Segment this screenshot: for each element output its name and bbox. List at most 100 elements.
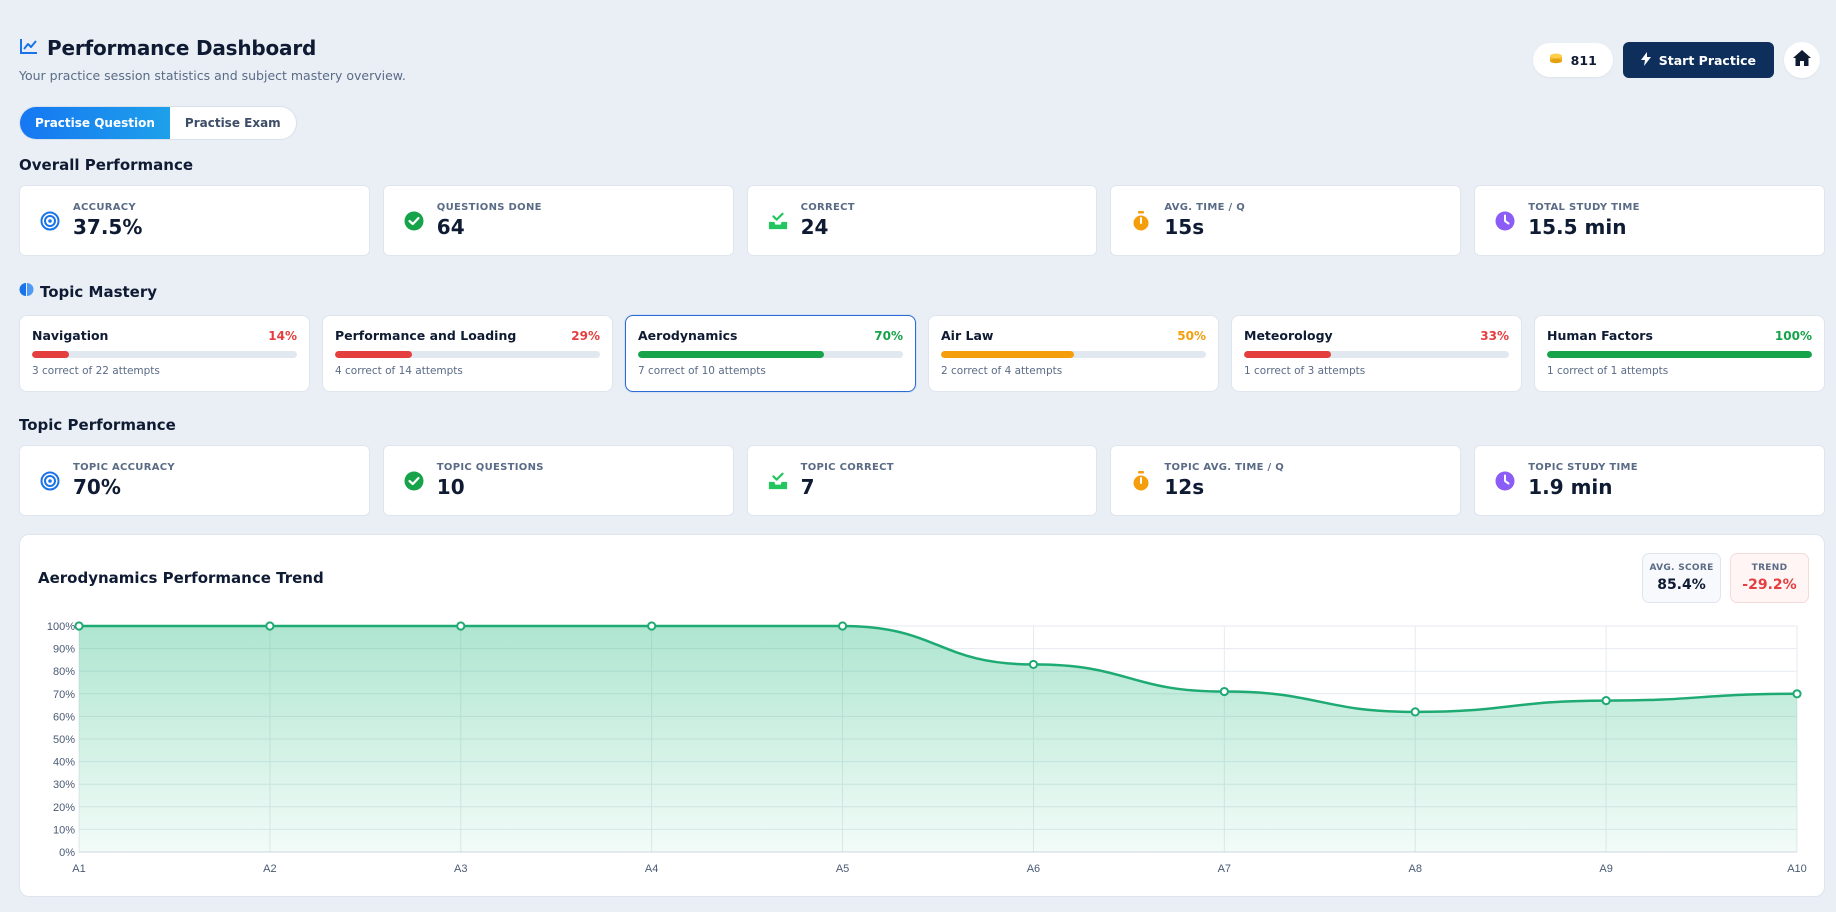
- x-tick-label: A4: [645, 863, 658, 875]
- topic-progress-fill: [1244, 351, 1332, 358]
- topic-performance-heading: Topic Performance: [19, 416, 176, 434]
- topic-progress-track: [1244, 351, 1509, 358]
- stat-topic-accuracy: TOPIC ACCURACY 70%: [19, 445, 370, 516]
- topic-attempts: 2 correct of 4 attempts: [941, 365, 1063, 377]
- stat-label: TOTAL STUDY TIME: [1528, 202, 1640, 213]
- y-tick-label: 40%: [53, 757, 75, 769]
- stat-label: ACCURACY: [73, 202, 136, 213]
- start-practice-label: Start Practice: [1658, 52, 1756, 68]
- overall-performance-heading: Overall Performance: [19, 156, 193, 174]
- topic-mastery-list: Navigation 14% 3 correct of 22 attempts P…: [19, 315, 1825, 392]
- clock-icon: [1495, 211, 1515, 231]
- start-practice-button[interactable]: Start Practice: [1622, 42, 1774, 78]
- stat-value: 24: [800, 215, 829, 239]
- y-tick-label: 20%: [53, 802, 75, 814]
- home-icon: [1793, 50, 1811, 70]
- stat-topic-study-time: TOPIC STUDY TIME 1.9 min: [1474, 445, 1825, 516]
- page-subtitle: Your practice session statistics and sub…: [19, 68, 406, 83]
- mode-tabs: Practise Question Practise Exam: [19, 106, 297, 140]
- overall-stats: ACCURACY 37.5% QUESTIONS DONE 64 CORRECT 24…: [19, 185, 1825, 256]
- topic-attempts: 7 correct of 10 attempts: [638, 365, 766, 377]
- tab-practise-exam[interactable]: Practise Exam: [184, 116, 281, 130]
- page-title: Performance Dashboard: [47, 36, 317, 60]
- stat-value: 1.9 min: [1528, 475, 1613, 499]
- topic-progress-fill: [941, 351, 1074, 358]
- topic-card-performance-loading[interactable]: Performance and Loading 29% 4 correct of …: [322, 315, 613, 392]
- chart-badges: AVG. SCORE 85.4% TREND -29.2%: [1642, 553, 1809, 603]
- topic-attempts: 1 correct of 1 attempts: [1547, 365, 1669, 377]
- topic-performance-title: Topic Performance: [19, 416, 176, 434]
- y-tick-label: 30%: [53, 779, 75, 791]
- topic-name: Meteorology: [1244, 328, 1333, 343]
- stat-value: 12s: [1164, 475, 1205, 499]
- topic-progress-fill: [638, 351, 824, 358]
- y-tick-label: 100%: [47, 621, 75, 633]
- topic-card-meteorology[interactable]: Meteorology 33% 1 correct of 3 attempts: [1231, 315, 1522, 392]
- coin-count: 811: [1570, 52, 1597, 68]
- y-tick-label: 80%: [53, 666, 75, 678]
- home-button[interactable]: [1784, 42, 1820, 78]
- topic-stats: TOPIC ACCURACY 70% TOPIC QUESTIONS 10 TOPI…: [19, 445, 1825, 516]
- brain-icon: [19, 282, 34, 301]
- stat-value: 37.5%: [73, 215, 143, 239]
- topic-attempts: 1 correct of 3 attempts: [1244, 365, 1366, 377]
- data-point: [456, 621, 466, 631]
- data-point: [265, 621, 275, 631]
- topic-percent: 50%: [1177, 328, 1206, 343]
- data-point: [1792, 689, 1802, 699]
- stat-correct: CORRECT 24: [746, 185, 1098, 256]
- stat-value: 64: [436, 215, 465, 239]
- x-tick-label: A1: [72, 863, 85, 875]
- stat-topic-correct: TOPIC CORRECT 7: [746, 445, 1098, 516]
- stopwatch-icon: [1131, 210, 1151, 231]
- topic-progress-track: [32, 351, 297, 358]
- x-tick-label: A2: [263, 863, 276, 875]
- coin-balance[interactable]: 811: [1532, 43, 1613, 77]
- data-point: [1601, 695, 1611, 706]
- stat-label: TOPIC QUESTIONS: [436, 462, 544, 473]
- topic-attempts: 4 correct of 14 attempts: [335, 365, 463, 377]
- stat-value: 15.5 min: [1528, 215, 1627, 239]
- tab-practise-question[interactable]: Practise Question: [20, 107, 170, 139]
- target-icon: [40, 211, 60, 231]
- avg-score-value: 85.4%: [1657, 577, 1706, 593]
- check-circle-icon: [404, 471, 424, 491]
- topic-attempts: 3 correct of 22 attempts: [32, 365, 160, 377]
- topic-percent: 33%: [1480, 328, 1509, 343]
- data-point: [837, 621, 848, 631]
- topic-card-air-law[interactable]: Air Law 50% 2 correct of 4 attempts: [928, 315, 1219, 392]
- stat-value: 70%: [73, 475, 121, 499]
- topic-progress-fill: [1547, 351, 1812, 358]
- clock-icon: [1495, 471, 1515, 491]
- stat-value: 10: [436, 475, 465, 499]
- trend-chart: 0% 10% 20% 30% 40% 50% 60% 70% 80% 90% 100% A1 A2 A3 A…: [47, 621, 1807, 875]
- y-tick-label: 10%: [53, 824, 75, 836]
- topic-name: Human Factors: [1547, 328, 1653, 343]
- topic-progress-fill: [335, 351, 412, 358]
- topic-progress-track: [1547, 351, 1812, 358]
- stat-label: TOPIC AVG. TIME / Q: [1164, 462, 1285, 473]
- target-icon: [40, 471, 60, 491]
- chart-line-icon: [19, 37, 39, 59]
- topic-mastery-heading: Topic Mastery: [19, 282, 157, 301]
- lightning-icon: [1640, 51, 1651, 69]
- topic-card-aerodynamics[interactable]: Aerodynamics 70% 7 correct of 10 attempts: [625, 315, 916, 392]
- stat-label: CORRECT: [800, 202, 855, 213]
- topic-card-navigation[interactable]: Navigation 14% 3 correct of 22 attempts: [19, 315, 310, 392]
- stat-label: TOPIC CORRECT: [800, 462, 894, 473]
- inbox-check-icon: [768, 211, 788, 231]
- topic-card-human-factors[interactable]: Human Factors 100% 1 correct of 1 attempt…: [1534, 315, 1825, 392]
- x-tick-label: A8: [1408, 863, 1421, 875]
- y-tick-label: 90%: [53, 644, 75, 656]
- y-tick-label: 70%: [53, 689, 75, 701]
- topic-progress-track: [638, 351, 903, 358]
- stat-topic-questions: TOPIC QUESTIONS 10: [382, 445, 734, 516]
- data-point: [647, 621, 657, 631]
- stat-label: TOPIC ACCURACY: [73, 462, 175, 473]
- stat-total-study-time: TOTAL STUDY TIME 15.5 min: [1474, 185, 1825, 256]
- avg-score-label: AVG. SCORE: [1649, 563, 1714, 573]
- stat-label: QUESTIONS DONE: [436, 202, 542, 213]
- stat-value: 15s: [1164, 215, 1205, 239]
- stat-topic-avg-time: TOPIC AVG. TIME / Q 12s: [1110, 445, 1462, 516]
- chart-title: Aerodynamics Performance Trend: [38, 569, 324, 587]
